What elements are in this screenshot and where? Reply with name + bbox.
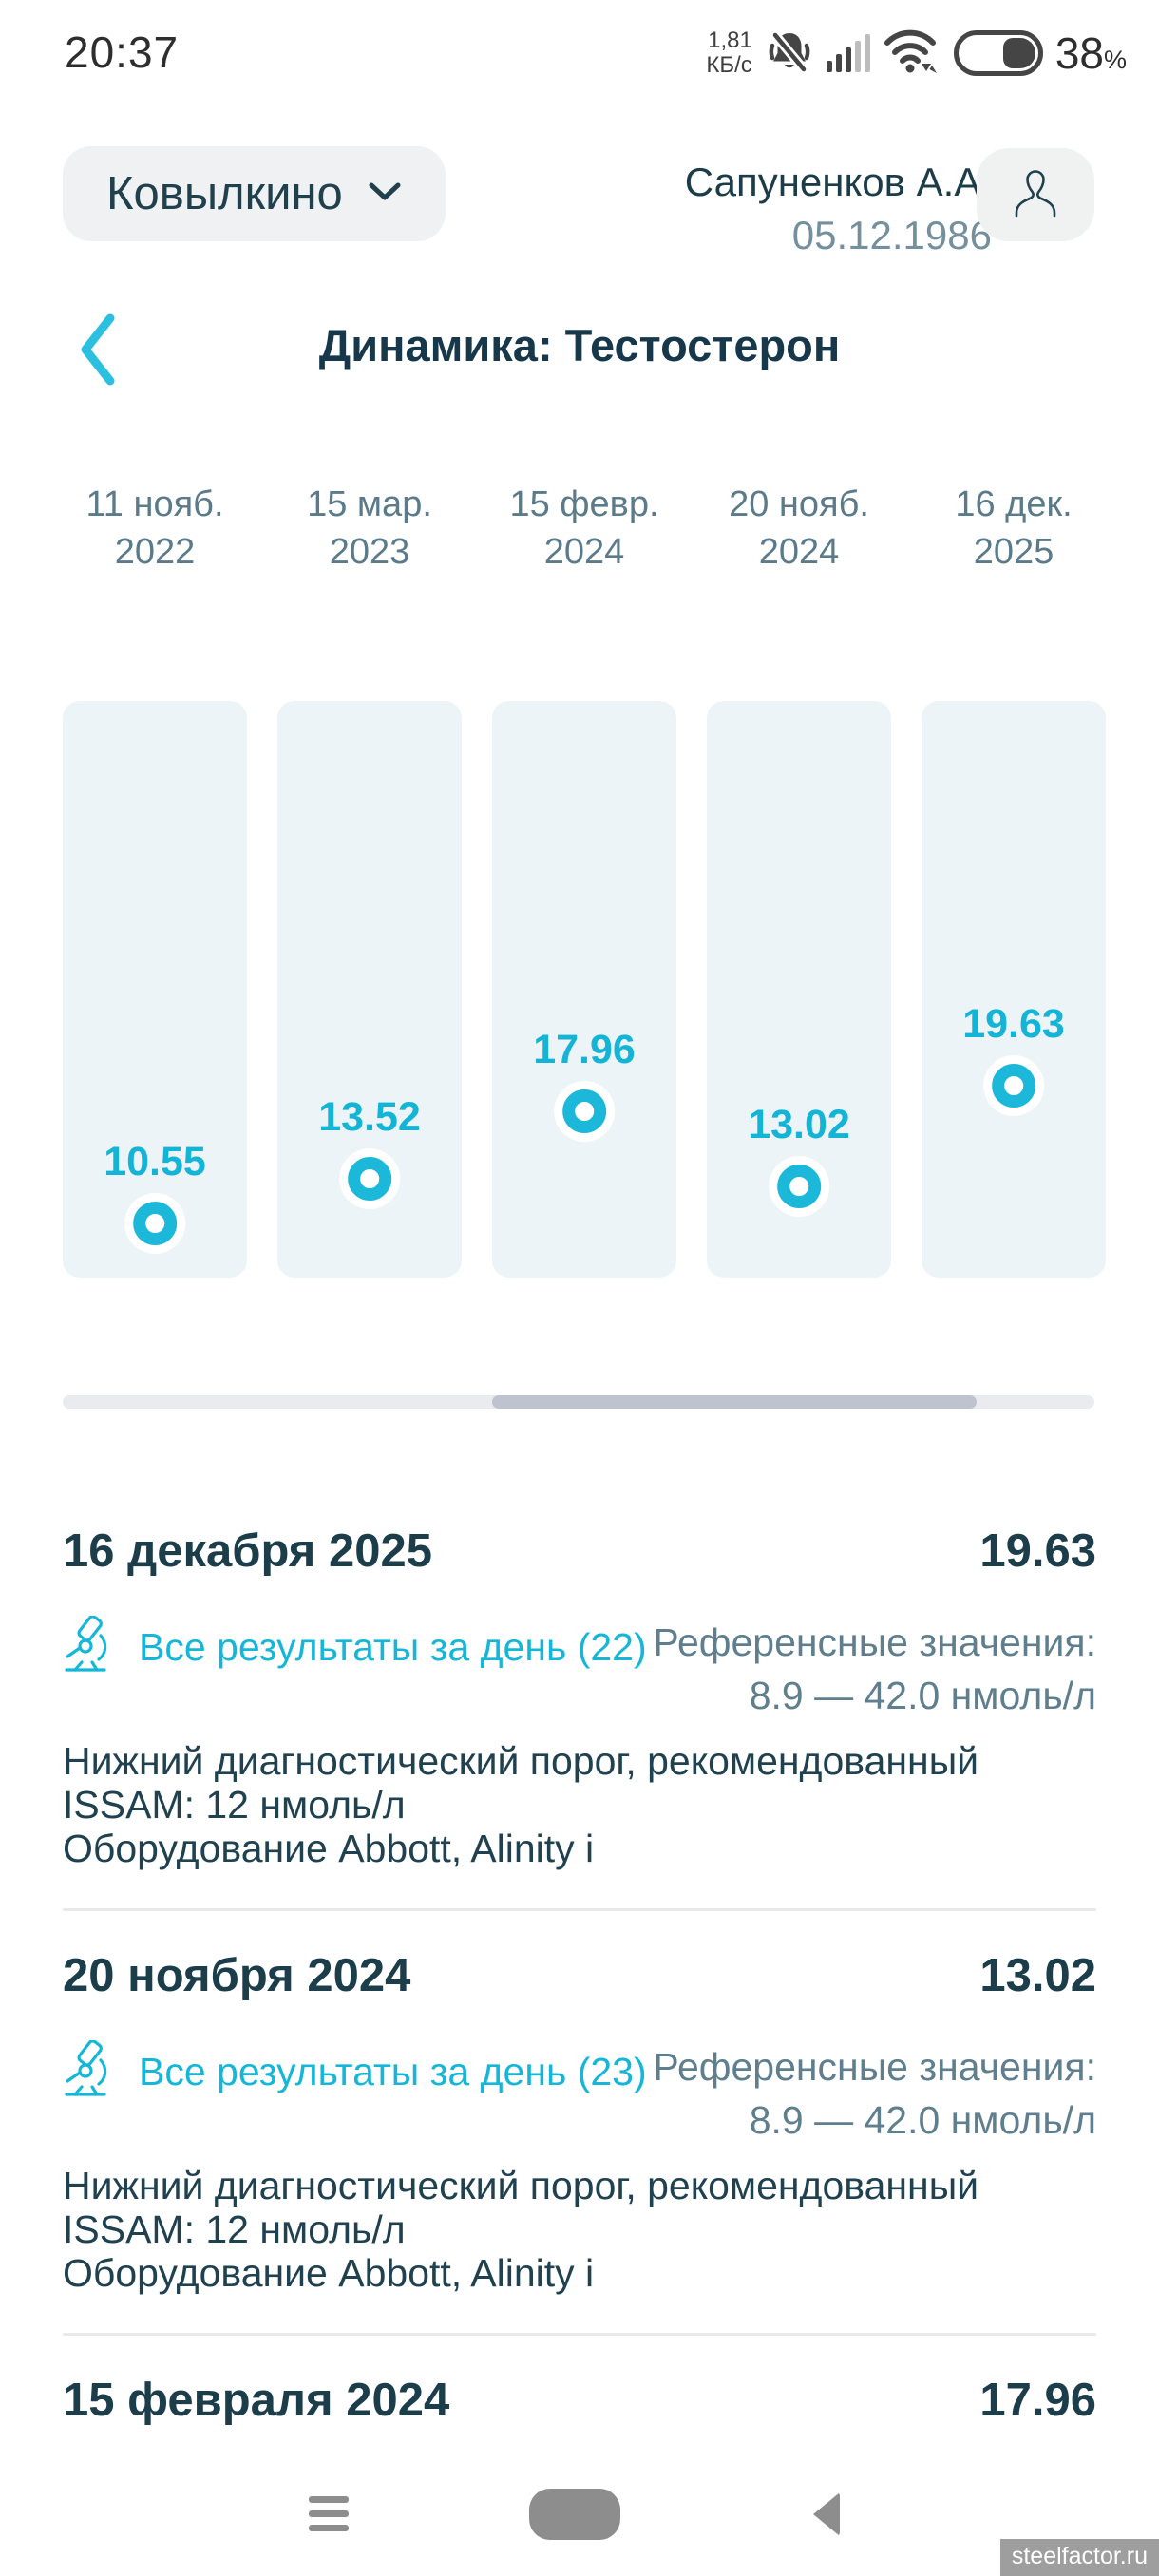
entry-divider — [63, 1908, 1096, 1911]
microscope-icon — [63, 1615, 116, 1679]
entry-value: 19.63 — [979, 1525, 1096, 1577]
entry-value: 13.02 — [979, 1950, 1096, 2001]
status-icons: 1,81 КБ/с — [706, 17, 1127, 89]
chart-column[interactable]: 17.96 — [492, 701, 676, 1278]
location-selector[interactable]: Ковылкино — [63, 146, 446, 241]
home-button[interactable] — [529, 2489, 620, 2540]
data-point-value: 13.02 — [748, 1102, 850, 1147]
entry-date: 15 февраля 2024 — [63, 2375, 450, 2426]
patient-name: Сапуненков А.А. — [684, 160, 992, 204]
entry-header: 16 декабря 2025 19.63 — [63, 1525, 1096, 1578]
all-results-label: Все результаты за день (23) — [139, 2050, 647, 2093]
point-marker-icon — [768, 1156, 829, 1217]
chart-date-label: 16 дек. 2025 — [955, 484, 1073, 572]
chart-date-label: 15 февр. 2024 — [509, 484, 659, 572]
data-point[interactable]: 19.63 — [962, 1001, 1065, 1116]
data-point[interactable]: 10.55 — [104, 1139, 206, 1254]
point-marker-icon — [338, 1148, 400, 1209]
mute-bell-icon — [765, 27, 814, 81]
entry-notes: Нижний диагностический порог, рекомендов… — [63, 1739, 979, 1870]
clock: 20:37 — [65, 28, 180, 77]
reference-values: Референсные значения: 8.9 — 42.0 нмоль/л — [653, 2045, 1096, 2142]
point-marker-icon — [982, 1055, 1044, 1116]
point-marker-icon — [553, 1081, 615, 1142]
location-label: Ковылкино — [106, 168, 343, 219]
back-button[interactable] — [74, 312, 120, 388]
chart-date-label: 11 нояб. 2022 — [86, 484, 224, 572]
watermark: steelfactor.ru — [999, 2539, 1159, 2576]
data-point-value: 13.52 — [318, 1094, 421, 1140]
entry-notes: Нижний диагностический порог, рекомендов… — [63, 2164, 979, 2295]
result-entry: 20 ноября 2024 13.02 — [63, 1911, 1096, 2336]
data-point[interactable]: 13.02 — [748, 1102, 850, 1217]
results-list: 16 декабря 2025 19.63 — [63, 1487, 1096, 2427]
reference-values: Референсные значения: 8.9 — 42.0 нмоль/л — [653, 1620, 1096, 1717]
patient-dob: 05.12.1986 — [791, 213, 992, 257]
nav-back-button[interactable] — [813, 2492, 840, 2536]
battery-icon — [953, 30, 1043, 76]
point-marker-icon — [124, 1193, 185, 1254]
avatar[interactable] — [977, 148, 1094, 241]
cellular-signal-icon — [826, 34, 870, 72]
data-point-value: 10.55 — [104, 1139, 206, 1184]
entry-header: 15 февраля 2024 17.96 — [63, 2374, 1096, 2427]
chart-column[interactable]: 19.63 — [922, 701, 1106, 1278]
network-speed: 1,81 КБ/с — [706, 28, 752, 78]
chart-column[interactable]: 13.02 — [707, 701, 891, 1278]
chart-column[interactable]: 10.55 — [63, 701, 247, 1278]
microscope-icon — [63, 2039, 116, 2104]
page-title: Динамика: Тестостерон — [318, 320, 841, 370]
chart-column[interactable]: 13.52 — [277, 701, 462, 1278]
data-point[interactable]: 13.52 — [318, 1094, 421, 1209]
wifi-icon — [883, 28, 941, 80]
chart-date-label: 20 нояб. 2024 — [729, 484, 869, 572]
system-nav-bar — [0, 2464, 1159, 2576]
chart-scrollbar-thumb[interactable] — [492, 1395, 977, 1409]
entry-value: 17.96 — [979, 2375, 1096, 2426]
all-results-link[interactable]: Все результаты за день (23) — [63, 2039, 647, 2104]
recents-button[interactable] — [309, 2496, 349, 2531]
patient-info[interactable]: Сапуненков А.А. 05.12.1986 — [685, 156, 992, 262]
status-bar: 20:37 1,81 КБ/с — [0, 17, 1159, 89]
data-point-value: 17.96 — [533, 1027, 636, 1072]
entry-date: 16 декабря 2025 — [63, 1525, 433, 1577]
entry-divider — [63, 2333, 1096, 2336]
entry-header: 20 ноября 2024 13.02 — [63, 1949, 1096, 2002]
data-point-value: 19.63 — [962, 1001, 1065, 1047]
person-icon — [1013, 166, 1058, 224]
entry-date: 20 ноября 2024 — [63, 1950, 411, 2001]
data-point[interactable]: 17.96 — [533, 1027, 636, 1142]
result-entry: 16 декабря 2025 19.63 — [63, 1487, 1096, 1911]
chevron-down-icon — [368, 181, 402, 207]
battery-percent: 38 % — [1054, 28, 1127, 78]
result-entry: 15 февраля 2024 17.96 — [63, 2336, 1096, 2427]
chart-scrollbar-track[interactable] — [63, 1395, 1094, 1409]
all-results-label: Все результаты за день (22) — [139, 1625, 647, 1669]
chart-date-label: 15 мар. 2023 — [307, 484, 432, 572]
all-results-link[interactable]: Все результаты за день (22) — [63, 1615, 647, 1679]
